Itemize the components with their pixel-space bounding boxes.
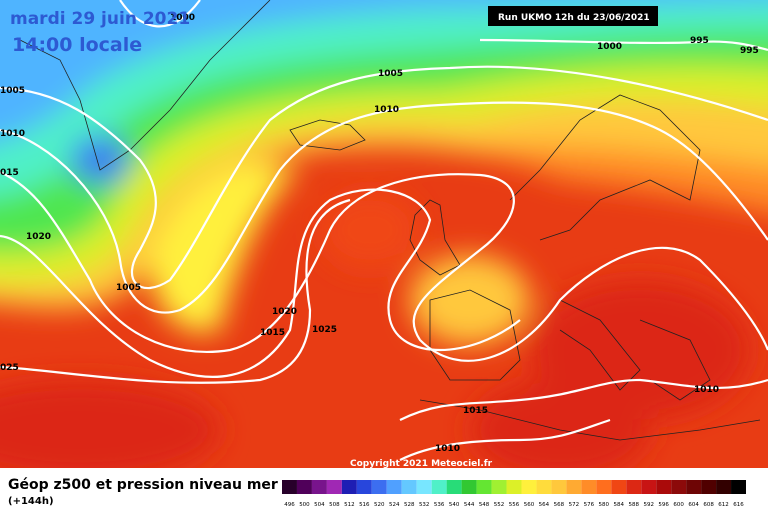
scale-swatch [521,480,537,494]
scale-label: 572 [569,502,580,508]
scale-swatch [581,480,597,494]
scale-swatch [671,480,687,494]
scale-swatch [341,480,357,494]
isobar-label: 025 [0,363,19,373]
color-scale: 496 500 504 508 512 516 520 524 528 532 536 540 544 5… [282,480,746,508]
scale-label: 532 [419,502,430,508]
scale-label: 580 [599,502,610,508]
lead-time: (+144h) [8,496,54,507]
scale-swatch [731,480,746,494]
scale-label: 540 [449,502,460,508]
scale-label: 612 [718,502,729,508]
scale-swatch [371,480,387,494]
isobar-label: 015 [0,168,19,178]
isobar-label: 1010 [0,129,25,139]
isobar-label: 1005 [116,283,141,293]
scale-swatch [716,480,732,494]
scale-label: 588 [628,502,639,508]
scale-label: 600 [673,502,684,508]
scale-label: 528 [404,502,415,508]
isobar-label: 1015 [260,328,285,338]
scale-label: 592 [643,502,654,508]
scale-label: 548 [479,502,490,508]
scale-label: 576 [584,502,595,508]
scale-label: 616 [733,502,744,508]
isobar-label: 1010 [435,444,460,454]
scale-swatch [282,480,297,494]
scale-swatch [416,480,432,494]
legend-title: Géop z500 et pression niveau mer [8,477,278,493]
scale-label: 536 [434,502,445,508]
scale-swatch [401,480,417,494]
isobar-label: 1010 [374,105,399,115]
isobar-label: 1025 [312,325,337,335]
copyright: Copyright 2021 Meteociel.fr [350,459,493,469]
scale-swatch [461,480,477,494]
scale-label: 552 [494,502,505,508]
scale-label: 512 [344,502,355,508]
isobar-label: 1010 [694,385,719,395]
isobars [0,0,768,461]
isobar-label: 1020 [272,307,297,317]
map-time: 14:00 locale [12,34,142,56]
scale-swatch [566,480,582,494]
scale-label: 500 [299,502,310,508]
isobar-label: 1000 [170,13,195,23]
run-box [488,6,658,26]
scale-swatch [356,480,372,494]
scale-swatch [536,480,552,494]
isobar-labels: 1000 1000 995 995 1005 1010 015 1005 1010 1020 100… [0,13,759,454]
map-title: mardi 29 juin 2021 [10,9,190,29]
scale-label: 508 [329,502,340,508]
scale-label: 496 [284,502,295,508]
scale-swatch [611,480,627,494]
scale-swatch [551,480,567,494]
scale-label: 544 [464,502,475,508]
scale-swatch [431,480,447,494]
scale-label: 608 [703,502,714,508]
isobar-label: 995 [690,36,709,46]
map-field: 1000 1000 995 995 1005 1010 015 1005 1010 1020 100… [0,0,768,468]
scale-label: 560 [524,502,535,508]
scale-swatch [491,480,507,494]
isobar-label: 1020 [26,232,51,242]
isobar-label: 1005 [378,69,403,79]
scale-swatch [686,480,702,494]
scale-swatch [701,480,717,494]
scale-label: 556 [509,502,520,508]
run-info: Run UKMO 12h du 23/06/2021 [498,13,650,23]
scale-label: 584 [614,502,625,508]
scale-label: 520 [374,502,385,508]
scale-swatch [476,480,492,494]
isobar-label: 1005 [0,86,25,96]
scale-swatch [506,480,522,494]
scale-label: 596 [658,502,669,508]
scale-swatch [311,480,327,494]
scale-label: 516 [359,502,370,508]
scale-swatch [386,480,402,494]
scale-label: 568 [554,502,565,508]
isobar-label: 995 [740,46,759,56]
scale-swatch [641,480,657,494]
isobar-label: 1000 [597,42,622,52]
scale-label: 504 [314,502,325,508]
isobar-label: 1015 [463,406,488,416]
scale-label: 564 [539,502,550,508]
scale-swatch [656,480,672,494]
scale-swatch [296,480,312,494]
scale-swatch [446,480,462,494]
scale-label: 604 [688,502,699,508]
scale-swatch [326,480,342,494]
scale-label: 524 [389,502,400,508]
scale-swatch [596,480,612,494]
scale-swatch [626,480,642,494]
